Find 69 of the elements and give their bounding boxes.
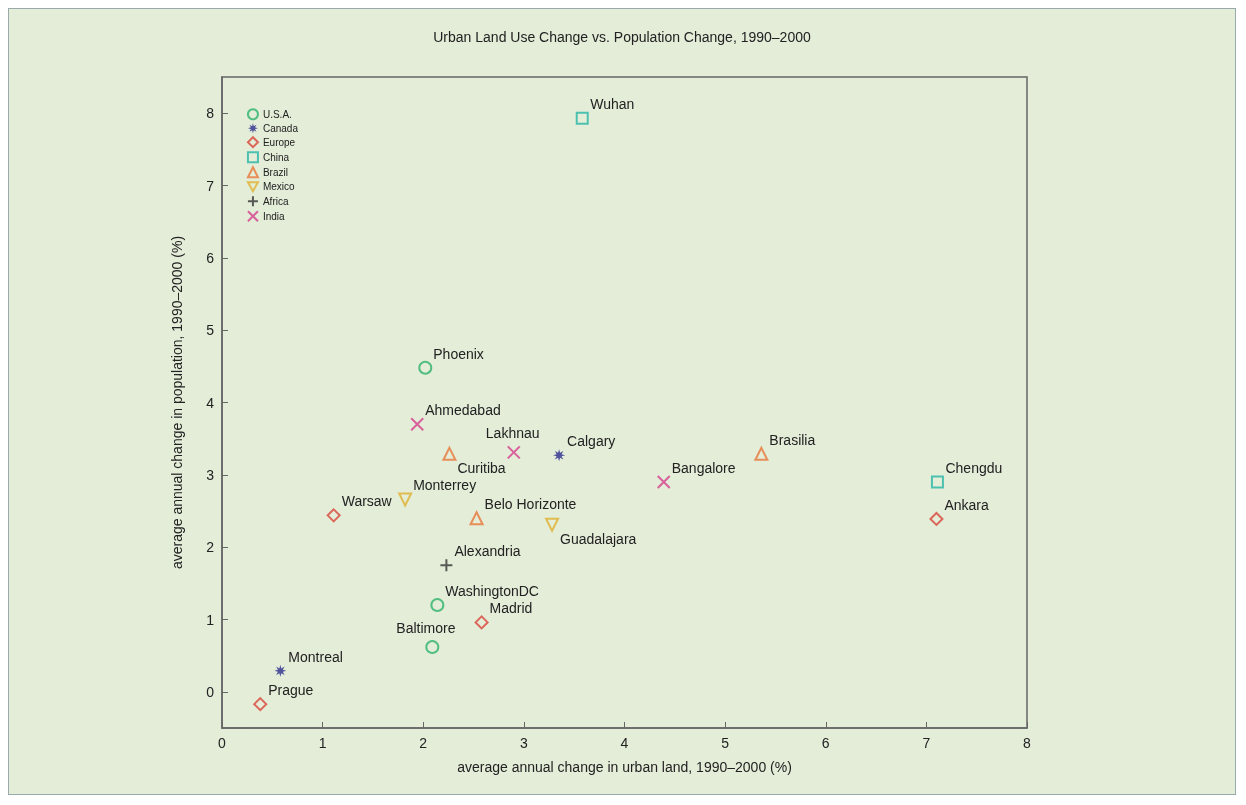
annotation: Calgary — [567, 433, 616, 450]
legend-label: Brazil — [262, 166, 288, 178]
legend-label: India — [262, 210, 286, 222]
legend-label: Mexico — [262, 181, 296, 193]
point — [506, 445, 521, 460]
x-axis-title: average annual change in urban land, 1990–2000 (%) — [457, 759, 792, 775]
x-tick-label: 1 — [318, 735, 327, 751]
x-tick-label: 2 — [419, 735, 428, 751]
y-tick-label: 5 — [206, 322, 215, 339]
point — [274, 664, 287, 677]
legend-label: Europe — [262, 136, 296, 148]
annotation: Alexandria — [454, 543, 521, 560]
x-tick-label: 8 — [1023, 735, 1032, 751]
point — [929, 511, 944, 526]
annotation: Brasilia — [769, 431, 816, 448]
legend-label: U.S.A. — [262, 108, 292, 120]
point — [474, 615, 489, 630]
point — [575, 111, 589, 125]
point — [656, 475, 671, 490]
x-tick-label: 0 — [218, 735, 227, 751]
annotation: Curitiba — [457, 459, 506, 476]
point — [430, 598, 445, 613]
point — [410, 417, 425, 432]
y-tick-label: 7 — [206, 177, 215, 194]
point — [439, 558, 454, 573]
point — [253, 697, 268, 712]
point — [418, 360, 433, 375]
annotation: Bangalore — [671, 460, 736, 477]
chart-title: Urban Land Use Change vs. Population Change, 1990–2000 — [433, 29, 811, 45]
x-tick-label: 7 — [922, 735, 931, 751]
x-tick-label: 3 — [519, 735, 528, 751]
annotation: Wuhan — [590, 96, 635, 113]
point — [442, 446, 457, 461]
y-tick-label: 1 — [206, 611, 215, 628]
annotation: Prague — [268, 682, 314, 699]
annotation: Baltimore — [396, 619, 456, 636]
x-tick-label: 4 — [620, 735, 629, 751]
y-tick-label: 2 — [206, 539, 215, 556]
point — [398, 492, 413, 507]
y-tick-label: 6 — [206, 249, 215, 266]
point — [553, 449, 566, 462]
annotation: Lakhnau — [485, 425, 540, 442]
y-tick-label: 3 — [206, 466, 215, 483]
legend-label: China — [262, 151, 290, 163]
legend-label: Africa — [262, 195, 289, 207]
annotation: WashingtonDC — [445, 583, 539, 600]
x-tick-label: 5 — [721, 735, 730, 751]
annotation: Chengdu — [945, 460, 1003, 477]
point — [545, 517, 560, 532]
y-tick-label: 4 — [206, 394, 215, 411]
point — [930, 475, 944, 489]
point — [326, 508, 341, 523]
legend-label: Canada — [262, 122, 299, 134]
annotation: Belo Horizonte — [484, 496, 577, 513]
point — [754, 446, 769, 461]
annotation: Madrid — [489, 600, 533, 617]
point — [425, 639, 440, 654]
annotation: Warsaw — [341, 493, 393, 510]
annotation: Phoenix — [433, 345, 484, 362]
annotation: Montreal — [288, 648, 343, 665]
annotation: Ankara — [944, 496, 990, 513]
y-axis-title: average annual change in population, 1990–2000 (%) — [169, 235, 185, 570]
y-tick-label: 0 — [206, 683, 215, 700]
annotation: Ahmedabad — [425, 402, 501, 419]
y-tick-label: 8 — [206, 105, 215, 122]
x-tick-label: 6 — [821, 735, 830, 751]
annotation: Guadalajara — [560, 530, 637, 547]
annotation: Monterrey — [413, 477, 477, 494]
point — [469, 511, 484, 526]
